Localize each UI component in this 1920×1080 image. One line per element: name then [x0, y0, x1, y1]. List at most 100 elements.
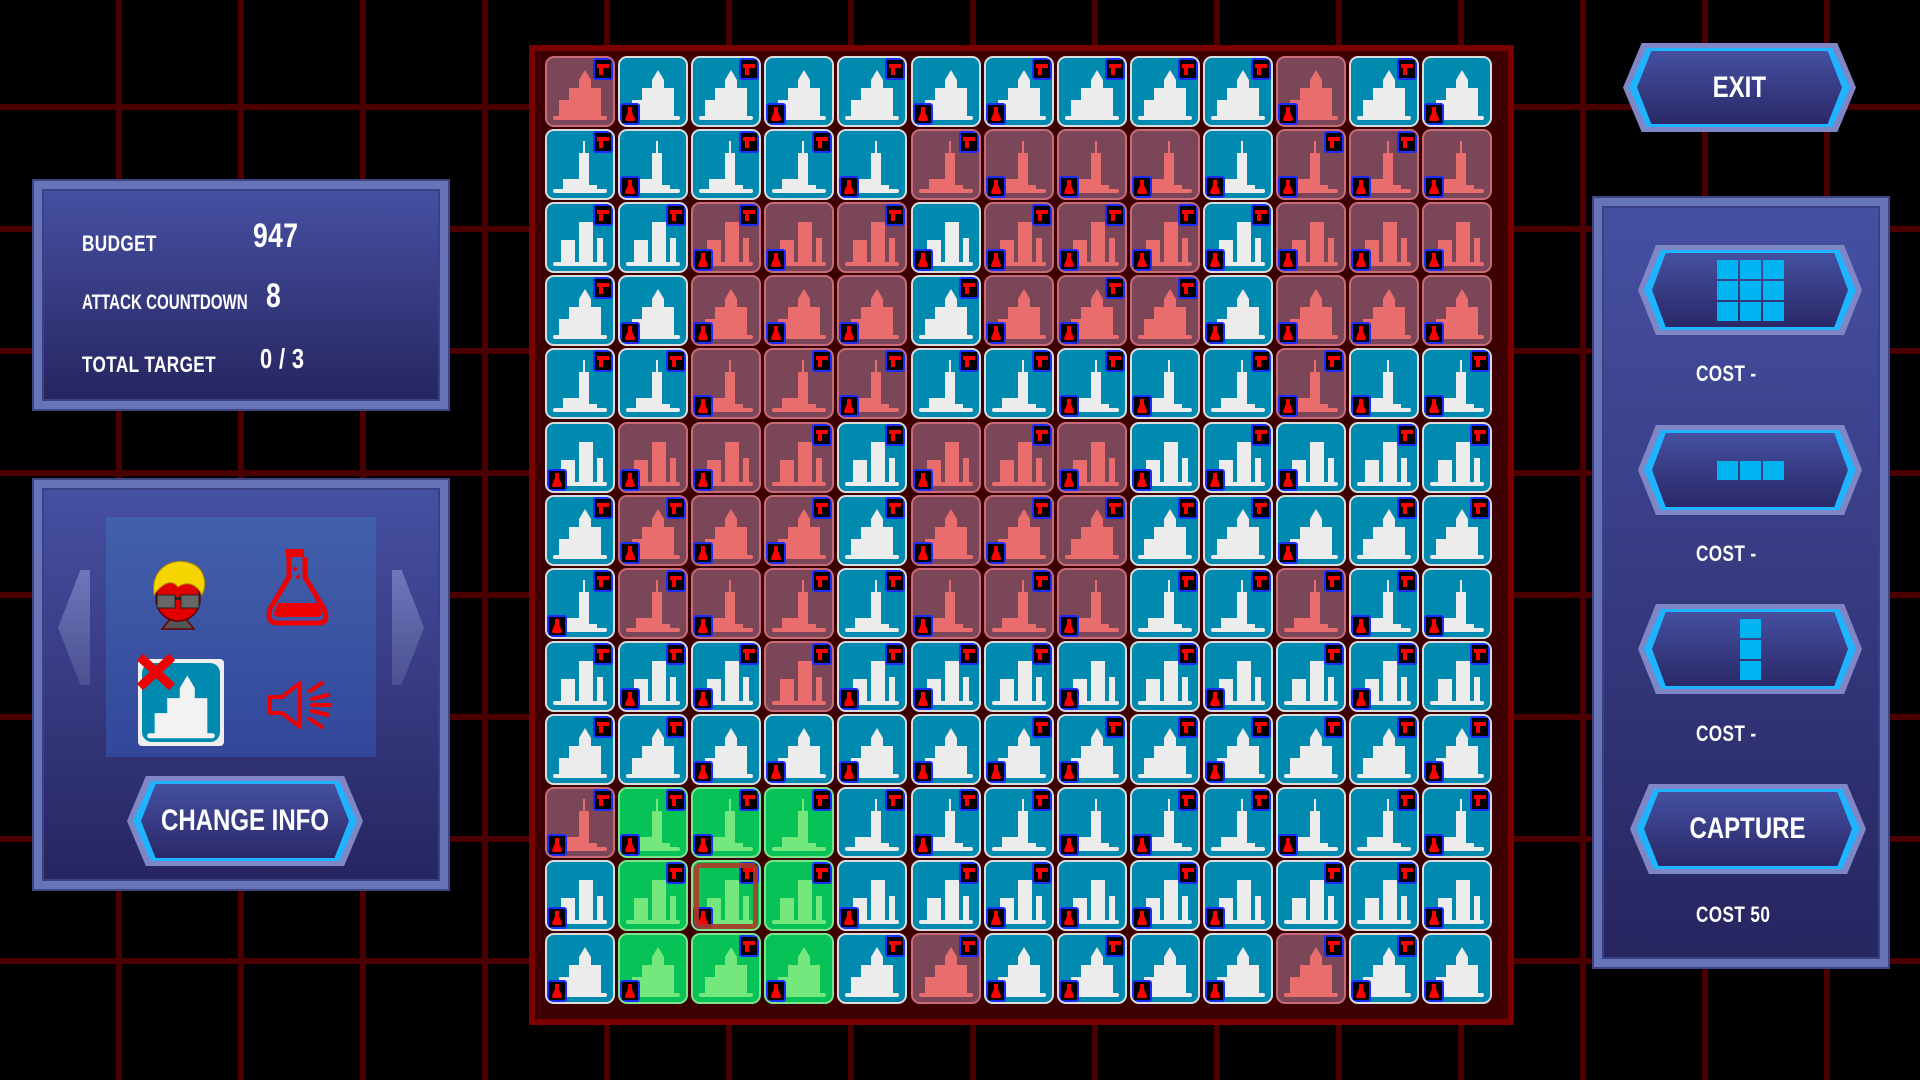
capture-button[interactable]: CAPTURE: [1630, 784, 1866, 874]
board-tile[interactable]: [1056, 348, 1127, 420]
board-tile[interactable]: [691, 713, 762, 785]
board-tile[interactable]: [691, 202, 762, 274]
board-tile[interactable]: [1276, 713, 1346, 785]
board-tile[interactable]: [1129, 129, 1200, 201]
board-tile[interactable]: [1202, 202, 1273, 274]
board-tile[interactable]: [983, 421, 1054, 493]
board-tile[interactable]: [691, 348, 762, 420]
board-tile[interactable]: [1129, 494, 1200, 566]
board-tile[interactable]: [1202, 348, 1273, 420]
board-tile[interactable]: [837, 860, 908, 932]
board-tile[interactable]: [1349, 494, 1420, 566]
board-tile[interactable]: [1422, 860, 1493, 932]
board-tile[interactable]: [618, 860, 689, 932]
board-tile[interactable]: [1056, 129, 1127, 201]
board-tile[interactable]: [837, 640, 908, 712]
board-tile[interactable]: [1129, 348, 1200, 420]
board-tile[interactable]: [545, 421, 615, 493]
board-tile[interactable]: [1056, 202, 1127, 274]
board-tile[interactable]: [691, 56, 762, 127]
board-tile[interactable]: [1276, 933, 1346, 1005]
board-tile[interactable]: [691, 860, 762, 932]
board-tile[interactable]: [983, 933, 1054, 1005]
board-tile[interactable]: [545, 860, 615, 932]
board-tile[interactable]: [837, 933, 908, 1005]
board-tile[interactable]: [1202, 933, 1273, 1005]
board-tile[interactable]: [691, 787, 762, 858]
board-tile[interactable]: [1276, 787, 1346, 858]
board-tile[interactable]: [545, 129, 615, 201]
board-tile[interactable]: [1202, 860, 1273, 932]
board-tile[interactable]: [545, 202, 615, 274]
board-tile[interactable]: [1129, 56, 1200, 127]
board-tile[interactable]: [1276, 640, 1346, 712]
board-tile[interactable]: [1422, 494, 1493, 566]
board-tile[interactable]: [910, 713, 981, 785]
board-tile[interactable]: [764, 567, 835, 639]
board-tile[interactable]: [1202, 640, 1273, 712]
board-tile[interactable]: [1129, 713, 1200, 785]
board-tile[interactable]: [837, 129, 908, 201]
board-tile[interactable]: [910, 567, 981, 639]
board-tile[interactable]: [545, 275, 615, 347]
board-tile[interactable]: [1129, 933, 1200, 1005]
board-tile[interactable]: [764, 787, 835, 858]
board-tile[interactable]: [545, 713, 615, 785]
board-tile[interactable]: [1276, 56, 1346, 127]
board-tile[interactable]: [837, 275, 908, 347]
board-tile[interactable]: [545, 787, 615, 858]
board-tile[interactable]: [1056, 860, 1127, 932]
board-tile[interactable]: [983, 129, 1054, 201]
board-tile[interactable]: [1202, 129, 1273, 201]
board-tile[interactable]: [618, 202, 689, 274]
board-tile[interactable]: [545, 56, 615, 127]
tool-3x3-button[interactable]: [1638, 245, 1862, 335]
board-tile[interactable]: [1129, 567, 1200, 639]
board-tile[interactable]: [618, 275, 689, 347]
board-tile[interactable]: [1349, 933, 1420, 1005]
board-tile[interactable]: [1056, 933, 1127, 1005]
board-tile[interactable]: [910, 56, 981, 127]
board-tile[interactable]: [1422, 275, 1493, 347]
board-tile[interactable]: [837, 713, 908, 785]
board-tile[interactable]: [764, 640, 835, 712]
board-tile[interactable]: [1276, 275, 1346, 347]
board-tile[interactable]: [983, 202, 1054, 274]
board-tile[interactable]: [618, 713, 689, 785]
board-tile[interactable]: [618, 348, 689, 420]
board-tile[interactable]: [910, 348, 981, 420]
board-tile[interactable]: [1202, 494, 1273, 566]
board-tile[interactable]: [983, 275, 1054, 347]
board-tile[interactable]: [1056, 421, 1127, 493]
board-tile[interactable]: [1056, 494, 1127, 566]
board-tile[interactable]: [1276, 202, 1346, 274]
board-tile[interactable]: [1056, 640, 1127, 712]
board-tile[interactable]: [1276, 494, 1346, 566]
board-tile[interactable]: [910, 787, 981, 858]
board-tile[interactable]: [545, 494, 615, 566]
next-info-arrow[interactable]: [392, 570, 424, 685]
board-tile[interactable]: [910, 860, 981, 932]
board-tile[interactable]: [1129, 202, 1200, 274]
board-tile[interactable]: [618, 787, 689, 858]
board-tile[interactable]: [1349, 713, 1420, 785]
tool-column-button[interactable]: [1638, 604, 1862, 694]
board-tile[interactable]: [1349, 129, 1420, 201]
board-tile[interactable]: [545, 348, 615, 420]
board-tile[interactable]: [1422, 56, 1493, 127]
board-tile[interactable]: [1349, 421, 1420, 493]
board-tile[interactable]: [1422, 713, 1493, 785]
board-tile[interactable]: [764, 275, 835, 347]
board-tile[interactable]: [1056, 56, 1127, 127]
board-tile[interactable]: [1422, 787, 1493, 858]
board-tile[interactable]: [1422, 567, 1493, 639]
board-tile[interactable]: [1202, 787, 1273, 858]
board-tile[interactable]: [618, 56, 689, 127]
board-tile[interactable]: [1422, 640, 1493, 712]
board-tile[interactable]: [1422, 421, 1493, 493]
board-tile[interactable]: [1056, 567, 1127, 639]
board-tile[interactable]: [1276, 129, 1346, 201]
board-tile[interactable]: [1422, 348, 1493, 420]
board-tile[interactable]: [1349, 860, 1420, 932]
board-tile[interactable]: [983, 713, 1054, 785]
